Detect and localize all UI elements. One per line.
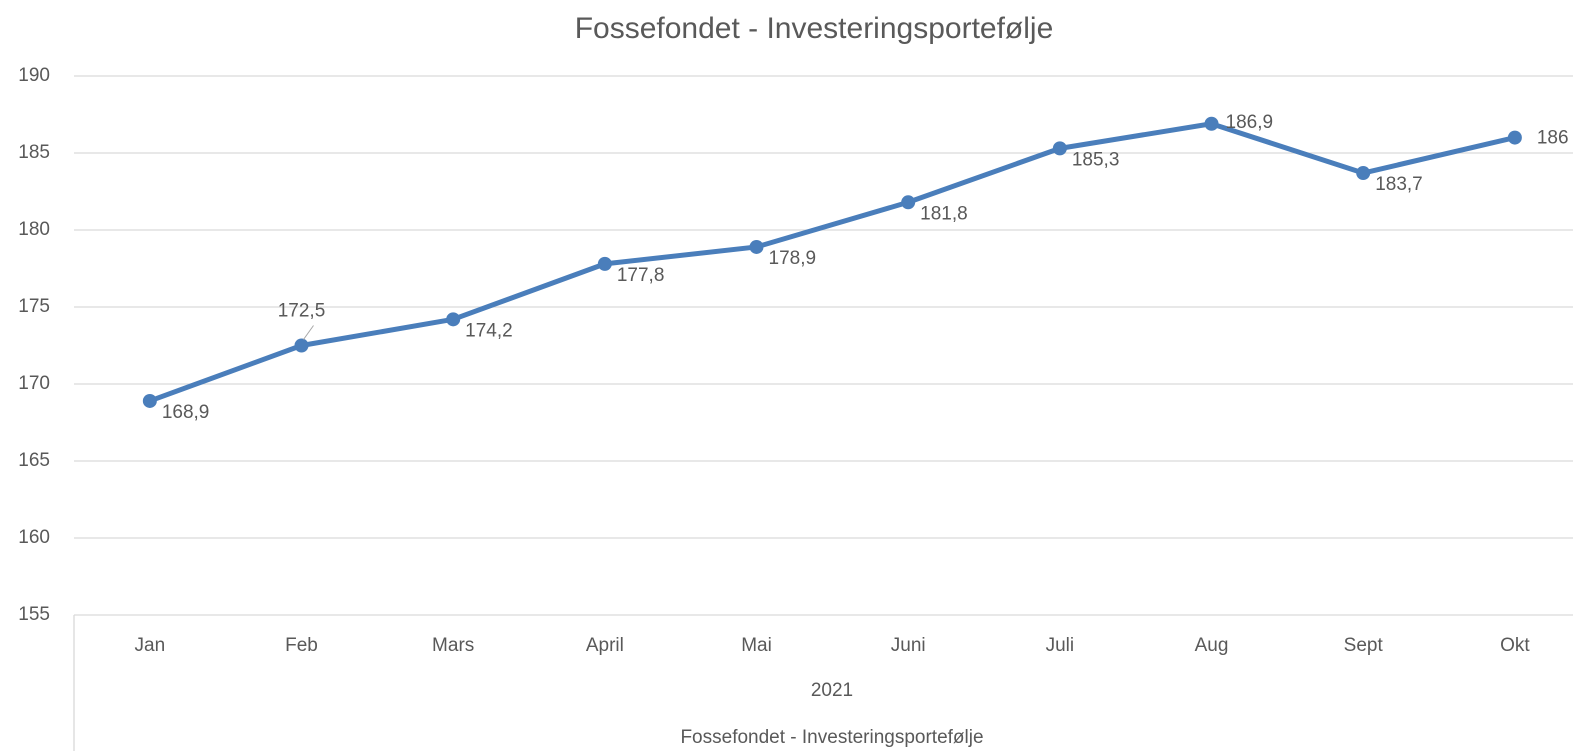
data-label: 168,9 bbox=[162, 402, 210, 423]
chart-title: Fossefondet - Investeringsportefølje bbox=[575, 12, 1054, 45]
point bbox=[597, 256, 612, 271]
x-tick-label: Juli bbox=[1046, 635, 1075, 656]
point bbox=[1507, 130, 1522, 145]
data-label: 185,3 bbox=[1072, 149, 1120, 170]
x-tick-label: Mars bbox=[432, 635, 474, 656]
legend-label: Fossefondet - Investeringsportefølje bbox=[680, 727, 983, 748]
x-tick-label: Okt bbox=[1500, 635, 1530, 656]
point bbox=[749, 239, 764, 254]
x-tick-label: Jan bbox=[135, 635, 166, 656]
x-tick-label: Feb bbox=[285, 635, 318, 656]
y-tick-label: 155 bbox=[18, 604, 50, 625]
x-tick-label: Juni bbox=[891, 635, 926, 656]
x-tick-label: April bbox=[586, 635, 624, 656]
point bbox=[1356, 166, 1371, 181]
y-tick-label: 170 bbox=[18, 373, 50, 394]
point bbox=[1052, 141, 1067, 156]
data-label: 186 bbox=[1537, 128, 1569, 149]
y-tick-label: 160 bbox=[18, 527, 50, 548]
data-label: 174,2 bbox=[465, 320, 513, 341]
data-label: 186,9 bbox=[1226, 112, 1274, 133]
x-tick-label: Mai bbox=[741, 635, 772, 656]
data-label: 181,8 bbox=[920, 203, 968, 224]
x-tick-label: Sept bbox=[1344, 635, 1384, 656]
y-tick-label: 180 bbox=[18, 219, 50, 240]
y-tick-label: 175 bbox=[18, 296, 50, 317]
point bbox=[446, 312, 461, 327]
y-tick-label: 190 bbox=[18, 65, 50, 86]
leader-line bbox=[303, 325, 314, 340]
point bbox=[142, 393, 157, 408]
x-group-label: 2021 bbox=[811, 680, 853, 701]
data-label: 172,5 bbox=[278, 301, 326, 322]
data-label: 178,9 bbox=[769, 248, 817, 269]
y-tick-label: 185 bbox=[18, 142, 50, 163]
y-tick-label: 165 bbox=[18, 450, 50, 471]
point bbox=[901, 195, 916, 210]
data-label: 183,7 bbox=[1375, 174, 1423, 195]
point bbox=[1204, 116, 1219, 131]
data-label: 177,8 bbox=[617, 265, 665, 286]
x-tick-label: Aug bbox=[1195, 635, 1229, 656]
point bbox=[294, 338, 309, 353]
series-line bbox=[148, 121, 1516, 404]
